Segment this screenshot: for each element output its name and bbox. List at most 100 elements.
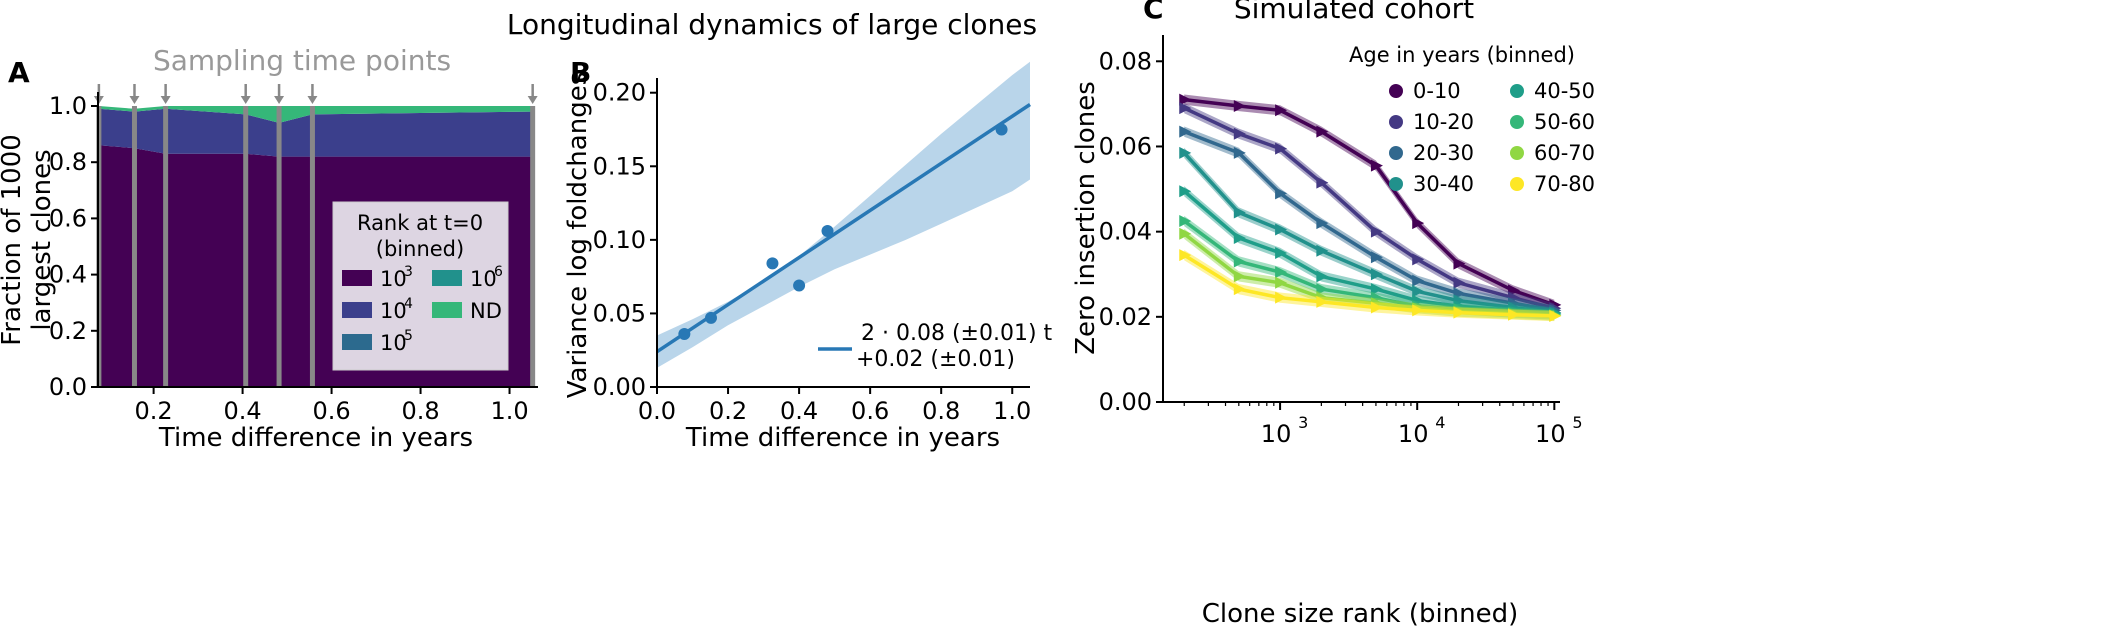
legend-entry-0: 10 bbox=[380, 267, 407, 291]
legend-marker-2 bbox=[1389, 146, 1403, 160]
series-marker bbox=[1275, 187, 1288, 200]
x-tick-label: 0.4 bbox=[780, 397, 818, 425]
fit-line bbox=[656, 103, 1031, 354]
legend-label-line1: 2 · 0.08 (±0.01) t bbox=[861, 321, 1053, 346]
sampling-arrow-icon bbox=[160, 96, 171, 104]
legend-entry-exp-1: 4 bbox=[404, 296, 413, 312]
series-marker bbox=[1275, 223, 1288, 236]
y-tick-label: 0.06 bbox=[1099, 132, 1152, 160]
series-marker bbox=[1233, 255, 1246, 268]
series-marker bbox=[1549, 309, 1562, 322]
data-point bbox=[678, 328, 691, 341]
legend-swatch-1 bbox=[342, 302, 372, 318]
series-marker bbox=[1275, 276, 1288, 289]
series-marker bbox=[1233, 127, 1246, 140]
data-point bbox=[766, 257, 779, 270]
y-axis-label-line2: largest clones bbox=[27, 149, 57, 330]
y-tick-label: 0.05 bbox=[593, 299, 646, 327]
series-marker bbox=[1233, 206, 1246, 219]
y-tick-label: 0.4 bbox=[49, 261, 87, 289]
series-marker bbox=[1412, 217, 1425, 230]
x-tick-label: 10 bbox=[1398, 420, 1429, 448]
legend-title-line2: (binned) bbox=[376, 237, 464, 261]
x-axis-label: Time difference in years bbox=[685, 423, 1000, 453]
panel-c-label: C bbox=[1143, 0, 1164, 25]
data-point bbox=[793, 279, 806, 292]
y-tick-label: 0.04 bbox=[1099, 218, 1152, 246]
series-band-4 bbox=[1184, 186, 1555, 319]
x-tick-label: 0.6 bbox=[312, 397, 350, 425]
legend-swatch-4 bbox=[432, 302, 462, 318]
panel-a: A Sampling time points 0.2 0.4 0.6 0.8 1.0 0.0 0… bbox=[0, 44, 538, 453]
series-marker bbox=[1370, 268, 1383, 281]
legend-marker-1 bbox=[1389, 115, 1403, 129]
series-marker bbox=[1233, 232, 1246, 245]
legend-title-line1: Rank at t=0 bbox=[357, 211, 483, 235]
x-tick-exponent: 4 bbox=[1435, 413, 1445, 432]
series-marker bbox=[1453, 276, 1466, 289]
panel-b: B 0.0 0.2 0.4 0.6 0.8 1.0 0.00 0.05 0.10 0.15 0.20 T… bbox=[563, 56, 1053, 453]
series-marker bbox=[1316, 217, 1329, 230]
y-tick-label: 1.0 bbox=[49, 92, 87, 120]
data-point bbox=[995, 123, 1008, 136]
y-tick-label: 0.2 bbox=[49, 317, 87, 345]
legend-marker-6 bbox=[1510, 146, 1524, 160]
legend-swatch-2 bbox=[342, 334, 372, 350]
x-tick-label: 0.4 bbox=[224, 397, 262, 425]
series-marker bbox=[1370, 225, 1383, 238]
area-series-4 bbox=[98, 106, 534, 123]
series-marker bbox=[1233, 270, 1246, 283]
legend-swatch-3 bbox=[432, 270, 462, 286]
series-marker bbox=[1179, 227, 1192, 240]
legend-entry-exp-0: 3 bbox=[404, 264, 413, 280]
series-marker bbox=[1316, 270, 1329, 283]
y-tick-label: 0.20 bbox=[593, 79, 646, 107]
legend-entry-exp-3: 6 bbox=[494, 264, 503, 280]
panel-a-annotation: Sampling time points bbox=[153, 44, 451, 77]
legend-marker-7 bbox=[1510, 177, 1524, 191]
y-tick-label: 0.02 bbox=[1099, 303, 1152, 331]
sampling-arrow-icon bbox=[129, 96, 140, 104]
y-tick-label: 0.8 bbox=[49, 148, 87, 176]
legend-entry-exp-2: 5 bbox=[404, 328, 413, 344]
series-marker bbox=[1412, 304, 1425, 317]
series-marker bbox=[1275, 266, 1288, 279]
legend-label-line2: +0.02 (±0.01) bbox=[856, 347, 1015, 372]
legend-entry-2: 10 bbox=[380, 331, 407, 355]
series-marker bbox=[1179, 102, 1192, 115]
series-marker bbox=[1316, 244, 1329, 257]
y-tick-label: 0.0 bbox=[49, 373, 87, 401]
legend-marker-5 bbox=[1510, 115, 1524, 129]
series-marker bbox=[1179, 249, 1192, 262]
legend-marker-0 bbox=[1389, 84, 1403, 98]
y-tick-label: 0.00 bbox=[1099, 388, 1152, 416]
legend-entry-0: 0-10 bbox=[1413, 79, 1461, 103]
legend-title: Age in years (binned) bbox=[1349, 43, 1575, 67]
y-tick-label: 0.10 bbox=[593, 226, 646, 254]
legend-entry-4: 40-50 bbox=[1534, 79, 1595, 103]
series-marker bbox=[1412, 274, 1425, 287]
legend-entry-1: 10-20 bbox=[1413, 110, 1474, 134]
x-tick-label: 0.8 bbox=[922, 397, 960, 425]
panel-a-label: A bbox=[8, 56, 30, 89]
area-series-1 bbox=[98, 108, 534, 157]
series-marker bbox=[1179, 93, 1192, 106]
series-marker bbox=[1508, 308, 1521, 321]
x-tick-label: 1.0 bbox=[993, 397, 1031, 425]
series-marker bbox=[1316, 295, 1329, 308]
legend-entry-2: 20-30 bbox=[1413, 141, 1474, 165]
legend-entry-7: 70-80 bbox=[1534, 172, 1595, 196]
series-marker bbox=[1275, 246, 1288, 259]
series-marker bbox=[1370, 301, 1383, 314]
legend-marker-3 bbox=[1389, 177, 1403, 191]
legend-swatch-0 bbox=[342, 270, 372, 286]
x-tick-label: 0.2 bbox=[709, 397, 747, 425]
y-axis-label-line1: Fraction of 1000 bbox=[0, 134, 27, 346]
series-marker bbox=[1275, 104, 1288, 117]
series-marker bbox=[1316, 125, 1329, 138]
series-marker bbox=[1179, 146, 1192, 159]
panel-b-label: B bbox=[570, 56, 591, 89]
panel-c-title: Simulated cohort bbox=[1234, 0, 1474, 25]
y-tick-label: 0.00 bbox=[593, 373, 646, 401]
